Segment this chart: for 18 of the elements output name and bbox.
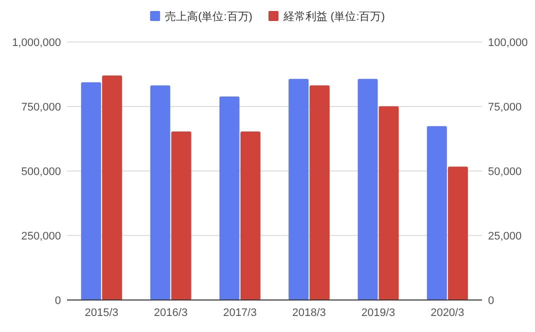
y2-tick-label: 50,000 — [488, 166, 522, 178]
legend-label: 売上高(単位:百万) — [165, 10, 252, 23]
x-tick-label: 2015/3 — [84, 307, 118, 319]
x-tick-label: 2016/3 — [154, 307, 188, 319]
y2-tick-label: 75,000 — [488, 102, 522, 114]
legend-label: 経常利益 (単位:百万) — [282, 10, 385, 23]
x-tick-label: 2017/3 — [223, 307, 257, 319]
x-tick-label: 2018/3 — [292, 307, 326, 319]
x-tick-label: 2020/3 — [430, 307, 464, 319]
y2-tick-label: 25,000 — [488, 230, 522, 242]
y-tick-label: 750,000 — [21, 102, 61, 114]
y2-tick-label: 0 — [488, 295, 494, 307]
x-tick-label: 2019/3 — [361, 307, 396, 319]
y-tick-label: 500,000 — [21, 166, 61, 178]
y-tick-label: 0 — [54, 295, 61, 307]
y-tick-label: 250,000 — [21, 230, 61, 242]
y-tick-label: 1,000,000 — [12, 37, 61, 49]
y2-tick-label: 100,000 — [488, 37, 528, 49]
